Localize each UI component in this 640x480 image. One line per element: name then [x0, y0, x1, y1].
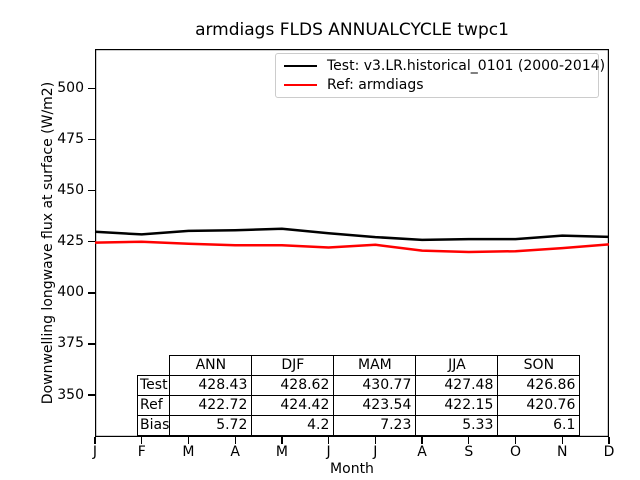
- series-line-test: [94, 227, 610, 242]
- table-column-header: JJA: [415, 355, 499, 376]
- x-tick-mark: [234, 437, 236, 444]
- x-tick-label: M: [275, 444, 288, 460]
- y-tick-mark: [88, 190, 95, 192]
- x-tick-mark: [187, 437, 190, 444]
- table-column-header: SON: [497, 355, 581, 376]
- table-cell: 422.72: [169, 395, 253, 416]
- x-tick-label: A: [230, 444, 240, 460]
- table-cell: 7.23: [333, 415, 417, 436]
- legend-item-label: Test: v3.LR.historical_0101 (2000-2014): [327, 58, 606, 74]
- x-tick-mark: [327, 437, 330, 444]
- y-tick-label: 450: [57, 182, 84, 199]
- table-row: Test 428.43 428.62 430.77 427.48 426.86: [136, 375, 581, 396]
- x-tick-mark: [608, 437, 610, 444]
- table-header-row: ANN DJF MAM JJA SON: [138, 355, 581, 376]
- series-line-ref: [94, 240, 610, 254]
- x-tick-label: J: [326, 444, 331, 460]
- x-tick-label: J: [92, 444, 98, 460]
- table-cell: 424.42: [251, 395, 335, 416]
- x-tick-label: M: [182, 444, 195, 460]
- legend-item-label: Ref: armdiags: [327, 77, 424, 93]
- y-tick-mark: [88, 241, 95, 243]
- summary-table: ANN DJF MAM JJA SON Test 428.43 428.62 430.77 427…: [136, 355, 581, 436]
- table-row-label: Test: [136, 375, 171, 396]
- y-tick-mark: [88, 292, 95, 294]
- x-tick-label: F: [137, 444, 146, 460]
- y-tick-mark: [88, 343, 95, 345]
- table-cell: 5.72: [169, 415, 253, 436]
- x-tick-label: O: [510, 444, 522, 460]
- y-tick-label: 425: [57, 233, 84, 250]
- chart-title: armdiags FLDS ANNUALCYCLE twpc1: [195, 20, 509, 40]
- y-tick-label: 350: [57, 386, 84, 403]
- y-tick-label: 400: [57, 284, 84, 301]
- table-cell: 5.33: [415, 415, 499, 436]
- y-tick-label: 375: [57, 335, 84, 352]
- x-tick-label: A: [417, 444, 427, 460]
- table-row: Bias 5.72 4.2 7.23 5.33 6.1: [136, 415, 581, 436]
- table-row-label: Bias: [136, 415, 171, 436]
- table-cell: 4.2: [251, 415, 335, 436]
- x-tick-label: D: [603, 444, 615, 460]
- y-tick-label: 475: [57, 131, 84, 148]
- x-axis-label: Month: [330, 461, 374, 477]
- x-tick-mark: [281, 437, 283, 444]
- x-tick-mark: [374, 437, 376, 444]
- table-column-header: ANN: [169, 355, 253, 376]
- table-cell: 428.43: [169, 375, 253, 396]
- table-cell: 420.76: [497, 395, 581, 416]
- table-column-header: DJF: [251, 355, 335, 376]
- legend: Test: v3.LR.historical_0101 (2000-2014) R…: [275, 53, 605, 98]
- x-tick-label: J: [373, 444, 378, 460]
- table-cell: 426.86: [497, 375, 581, 396]
- table-cell: 423.54: [333, 395, 417, 416]
- x-tick-mark: [514, 437, 517, 444]
- y-tick-label: 500: [57, 79, 84, 96]
- x-tick-mark: [94, 437, 96, 444]
- x-tick-mark: [421, 437, 423, 444]
- legend-line-test-sample: [284, 64, 317, 68]
- table-cell: 6.1: [497, 415, 581, 436]
- y-tick-mark: [88, 87, 95, 90]
- x-tick-mark: [468, 437, 470, 444]
- x-tick-label: S: [464, 444, 474, 460]
- table-row: Ref 422.72 424.42 423.54 422.15 420.76: [136, 395, 581, 416]
- table-corner-blank: [138, 356, 170, 376]
- legend-line-ref-sample: [284, 83, 317, 87]
- legend-item: Ref: armdiags: [284, 76, 590, 94]
- table-cell: 422.15: [415, 395, 499, 416]
- x-tick-label: N: [557, 444, 568, 460]
- y-tick-mark: [88, 394, 95, 396]
- y-tick-mark: [88, 138, 95, 141]
- plot-area: [94, 49, 610, 437]
- x-tick-mark: [561, 437, 563, 444]
- x-tick-mark: [141, 437, 143, 444]
- table-row-label: Ref: [136, 395, 171, 416]
- legend-item: Test: v3.LR.historical_0101 (2000-2014): [284, 57, 605, 75]
- table-cell: 427.48: [415, 375, 499, 396]
- table-cell: 430.77: [333, 375, 417, 396]
- table-cell: 428.62: [251, 375, 335, 396]
- table-column-header: MAM: [333, 355, 417, 376]
